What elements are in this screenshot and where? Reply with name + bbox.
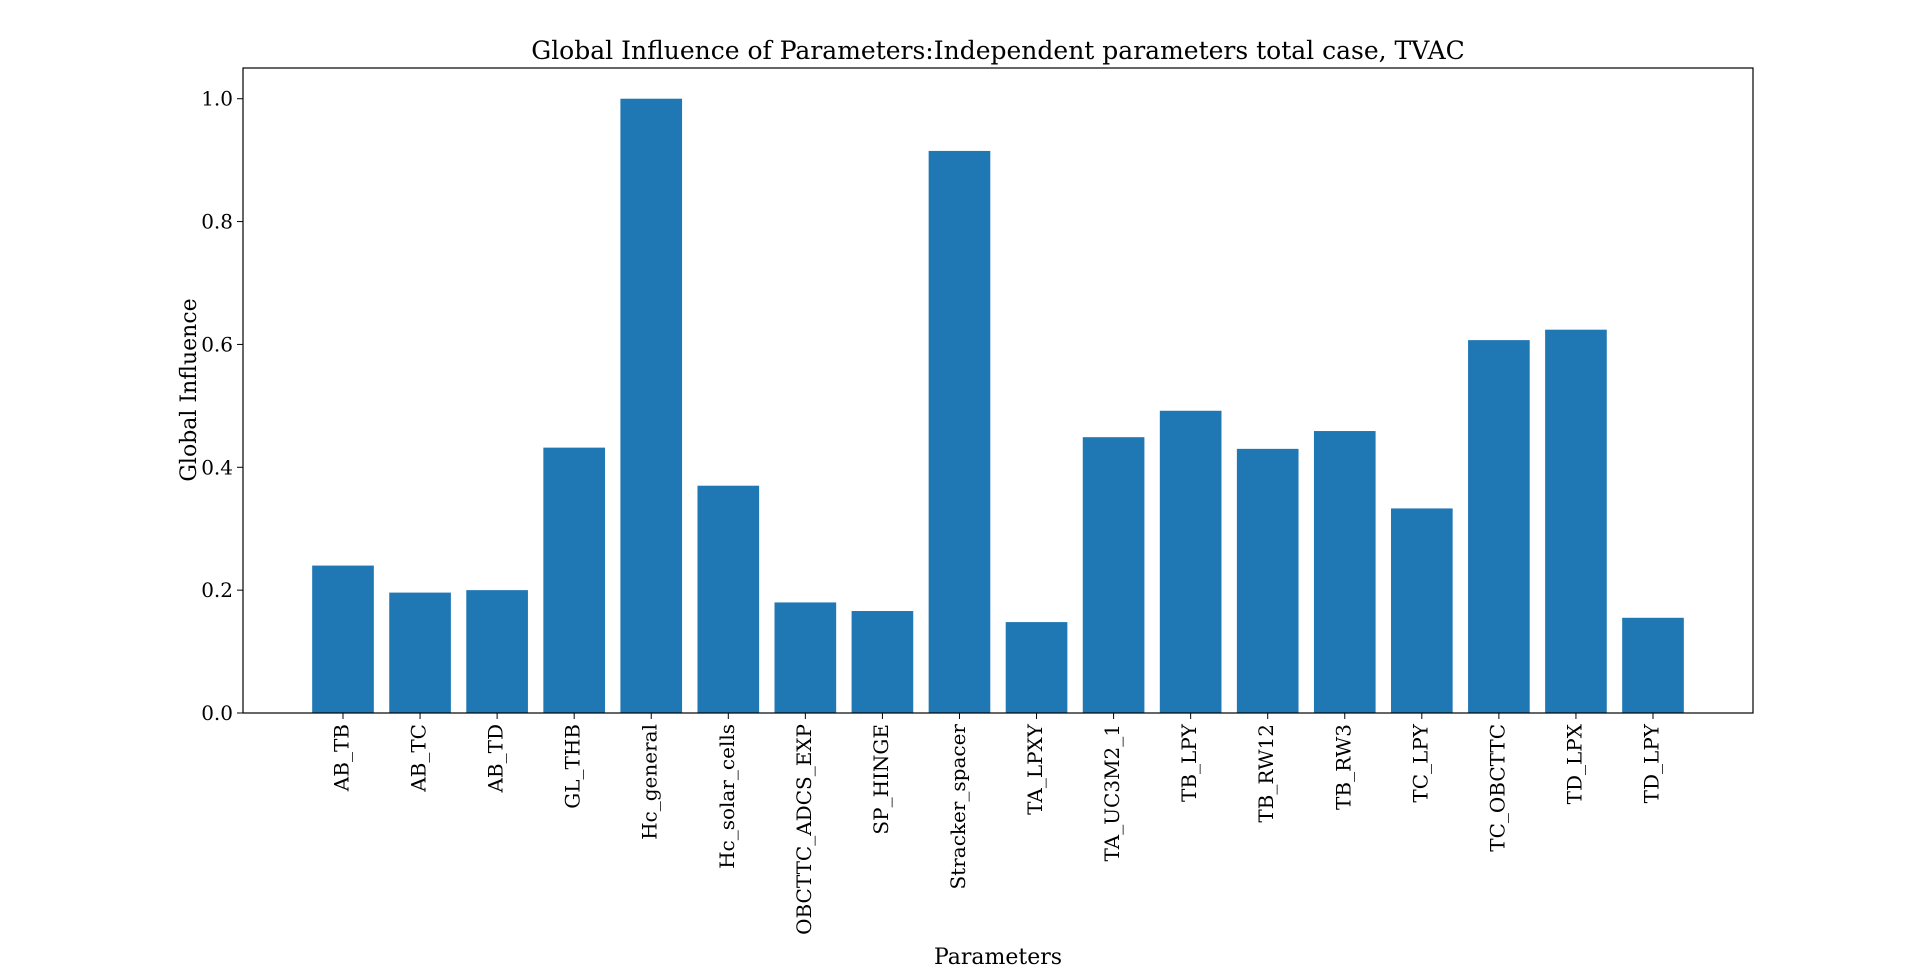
x-tick-label: TD_LPX (1562, 723, 1586, 804)
x-axis-ticks: AB_TB AB_TC AB_TD GL_THB Hc_general Hc_solar_… (330, 713, 1664, 935)
bar-ab-td (466, 590, 528, 713)
bar-ta-lpxy (1005, 622, 1068, 713)
y-tick-label: 1.0 (201, 87, 233, 111)
bar-stracker-spacer (928, 150, 991, 713)
bar-tc-obcttc (1468, 340, 1530, 713)
x-tick-label: GL_THB (561, 724, 585, 809)
x-tick-label: TD_LPY (1640, 723, 1664, 803)
chart-title: Global Influence of Parameters:Independe… (531, 36, 1465, 65)
y-tick-label: 0.8 (201, 210, 233, 234)
bar-hc-general (620, 98, 683, 713)
y-tick-label: 0.0 (201, 701, 233, 725)
x-tick-label: Stracker_spacer (946, 724, 970, 890)
y-tick-label: 0.6 (201, 332, 233, 356)
x-tick-label: Hc_general (638, 724, 662, 840)
x-tick-label: SP_HINGE (869, 724, 893, 835)
bar-ta-uc3m2-1 (1082, 437, 1145, 713)
x-tick-label: TA_UC3M2_1 (1100, 724, 1124, 862)
bars-group (312, 98, 1684, 713)
x-axis-label: Parameters (934, 945, 1062, 970)
bar-tb-lpy (1159, 410, 1222, 713)
x-tick-label: TA_LPXY (1023, 723, 1047, 815)
x-tick-label: Hc_solar_cells (715, 724, 739, 869)
y-axis-ticks: 0.0 0.2 0.4 0.6 0.8 1.0 (201, 87, 243, 725)
x-tick-label: TB_RW3 (1331, 724, 1355, 810)
bar-sp-hinge (851, 611, 914, 713)
y-axis-label: Global Influence (177, 298, 202, 481)
x-tick-label: AB_TD (484, 724, 508, 794)
x-tick-label: AB_TC (407, 724, 431, 793)
bar-td-lpx (1545, 329, 1607, 713)
x-tick-label: TC_OBCTTC (1485, 724, 1509, 852)
x-tick-label: TB_RW12 (1254, 724, 1278, 823)
bar-tb-rw3 (1313, 431, 1376, 713)
y-tick-label: 0.2 (201, 578, 233, 602)
plot-frame (242, 67, 1754, 714)
bar-gl-thb (543, 447, 605, 713)
bar-td-lpy (1622, 617, 1684, 713)
x-tick-label: TB_LPY (1177, 723, 1201, 802)
x-tick-label: TC_LPY (1408, 723, 1432, 802)
x-tick-label: OBCTTC_ADCS_EXP (792, 724, 816, 935)
y-tick-label: 0.4 (201, 455, 233, 479)
x-tick-label: AB_TB (330, 724, 354, 792)
bar-tb-rw12 (1236, 448, 1299, 713)
bar-obcttc-adcs-exp (774, 602, 837, 713)
bar-ab-tb (312, 565, 374, 713)
bar-hc-solar-cells (697, 485, 760, 713)
bar-tc-lpy (1391, 508, 1453, 713)
bar-ab-tc (389, 592, 451, 713)
